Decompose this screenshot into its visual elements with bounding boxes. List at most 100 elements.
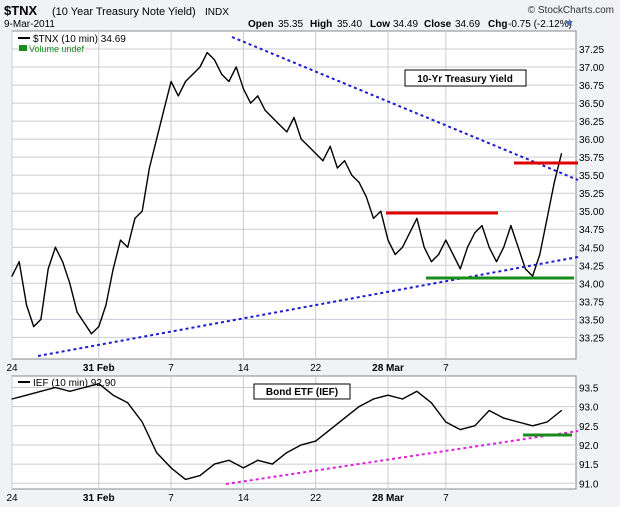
main-data-point — [40, 318, 42, 320]
main-data-point — [47, 268, 49, 270]
ascending-trendline — [37, 256, 579, 357]
ief-data-point — [329, 429, 331, 431]
x-tick-label: 14 — [238, 493, 250, 504]
ief-data-point — [98, 383, 100, 385]
ief-data-point — [300, 444, 302, 446]
high-label: High — [310, 19, 332, 30]
low-label: Low — [370, 19, 390, 30]
x-tick-label: 7 — [168, 363, 174, 374]
main-data-point — [221, 73, 223, 75]
main-gridlines — [11, 31, 576, 359]
main-data-point — [430, 261, 432, 263]
main-data-point — [62, 261, 64, 263]
main-data-point — [351, 174, 353, 176]
ief-annotation-text: Bond ETF (IEF) — [266, 387, 338, 398]
main-data-point — [54, 246, 56, 248]
y-tick-label: 37.00 — [579, 63, 604, 74]
main-data-point — [401, 246, 404, 248]
main-data-point — [11, 275, 13, 277]
exchange-label: INDX — [205, 7, 229, 18]
main-data-point — [416, 217, 418, 220]
main-data-point — [25, 304, 28, 306]
y-tick-label: 34.00 — [579, 279, 604, 290]
main-data-point — [344, 160, 346, 162]
volume-legend-icon — [19, 45, 27, 51]
quote-date: 9-Mar-2011 — [4, 19, 55, 30]
main-data-point — [546, 217, 548, 220]
main-data-point — [315, 152, 317, 155]
main-data-point — [300, 138, 302, 140]
x-tick-label: 7 — [168, 493, 174, 504]
main-data-point — [119, 239, 122, 241]
ief-data-point — [54, 386, 56, 389]
y-tick-label: 92.5 — [579, 422, 599, 433]
main-data-point — [76, 311, 78, 313]
ief-data-point — [517, 421, 519, 423]
ief-data-point — [112, 394, 114, 396]
y-tick-label: 34.25 — [579, 261, 604, 272]
ief-data-point — [430, 402, 432, 404]
main-data-point — [466, 246, 469, 248]
main-data-point — [163, 109, 165, 111]
y-tick-label: 93.5 — [579, 383, 599, 394]
legend-volume: Volume undef — [29, 44, 85, 54]
x-tick-label: 7 — [443, 493, 449, 504]
annotation-text: 10-Yr Treasury Yield — [417, 74, 513, 85]
main-data-point — [134, 217, 136, 220]
x-tick-label: 7 — [443, 363, 449, 374]
main-data-point — [33, 325, 35, 328]
main-data-point — [365, 196, 367, 198]
ief-x-axis: 24 31 Feb 7 14 22 28 Mar 7 — [6, 493, 449, 504]
ief-data-point — [532, 425, 534, 427]
high-value: 35.40 — [337, 19, 362, 30]
x-tick-label: 28 Mar — [372, 363, 404, 374]
open-label: Open — [248, 19, 274, 30]
y-tick-label: 36.50 — [579, 99, 604, 110]
main-data-point — [524, 268, 526, 270]
ief-data-point — [286, 452, 288, 454]
main-data-point — [307, 145, 310, 147]
main-data-point — [539, 253, 541, 256]
y-tick-label: 36.25 — [579, 117, 604, 128]
ief-data-point — [344, 417, 346, 419]
x-tick-label: 31 Feb — [83, 363, 115, 374]
ief-data-point — [459, 429, 461, 431]
main-data-point — [69, 282, 71, 284]
main-data-point — [293, 116, 295, 119]
chg-value: -0.75 (-2.12%) — [508, 19, 572, 30]
symbol-description: (10 Year Treasury Note Yield) — [52, 6, 196, 18]
ief-data-point — [170, 467, 172, 469]
ief-data-point — [83, 386, 85, 389]
close-value: 34.69 — [455, 19, 480, 30]
descending-trendline — [231, 36, 579, 181]
main-data-point — [553, 181, 555, 183]
x-tick-label: 24 — [6, 493, 18, 504]
main-data-point — [90, 333, 93, 335]
ief-data-point — [560, 409, 563, 412]
main-x-axis: 24 31 Feb 7 14 22 28 Mar 7 — [6, 363, 449, 374]
y-tick-label: 91.5 — [579, 460, 599, 471]
main-data-point — [213, 59, 216, 61]
y-tick-label: 35.50 — [579, 171, 604, 182]
x-tick-label: 22 — [310, 363, 322, 374]
chevron-down-icon[interactable] — [565, 21, 573, 26]
x-tick-label: 22 — [310, 493, 322, 504]
legend-tnx: $TNX (10 min) 34.69 — [33, 34, 126, 45]
main-data-point — [409, 232, 411, 234]
main-series — [11, 51, 563, 335]
y-tick-label: 35.75 — [579, 153, 604, 164]
chart-header: $TNX (10 Year Treasury Note Yield) INDX … — [4, 3, 614, 30]
main-data-point — [488, 246, 490, 248]
ief-data-point — [546, 421, 548, 423]
close-label: Close — [424, 19, 452, 30]
ief-data-point — [25, 394, 28, 396]
main-data-point — [532, 275, 534, 277]
ief-trendline — [225, 430, 579, 485]
main-y-axis: 33.25 33.50 33.75 34.00 34.25 34.50 34.75 35.00… — [579, 45, 604, 344]
main-data-point — [495, 261, 498, 263]
y-tick-label: 35.25 — [579, 189, 604, 200]
main-data-point — [192, 73, 194, 75]
x-tick-label: 14 — [238, 363, 250, 374]
ief-data-point — [387, 394, 389, 396]
